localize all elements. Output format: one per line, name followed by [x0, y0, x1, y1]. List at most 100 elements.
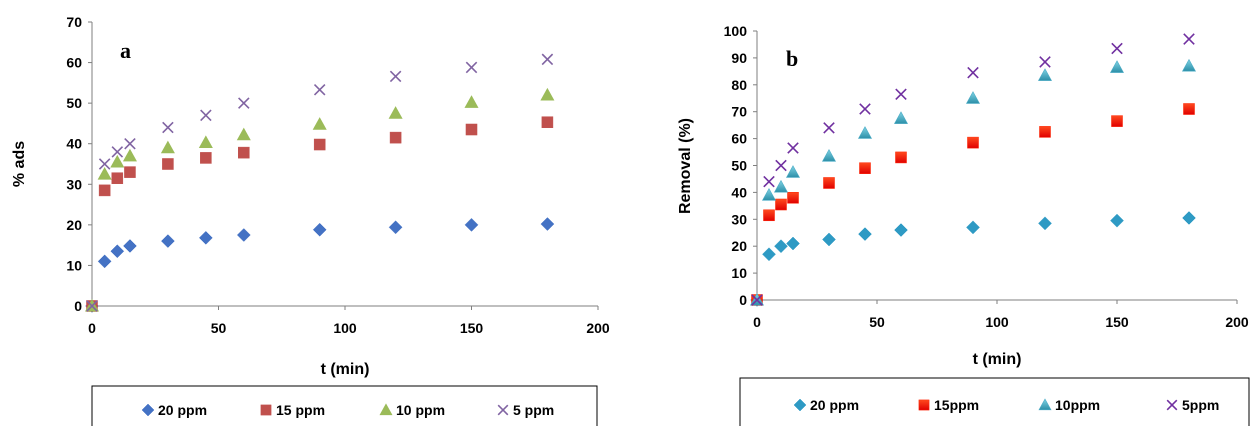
data-point-5-ppm	[238, 97, 250, 109]
y-tick-label: 40	[66, 136, 82, 152]
legend-item-15ppm: 15ppm	[918, 397, 979, 413]
data-point-15ppm	[1183, 103, 1195, 115]
data-point-5-ppm	[313, 83, 326, 96]
y-tick-label: 40	[731, 184, 747, 200]
panel-b-y-axis-title: Removal (%)	[677, 118, 694, 214]
legend-marker-20-ppm	[141, 403, 155, 417]
data-point-20-ppm	[1110, 213, 1124, 228]
data-point-20-ppm	[894, 223, 908, 237]
data-point-20-ppm	[312, 222, 327, 237]
data-point-10ppm	[965, 91, 981, 104]
y-tick-label: 0	[74, 298, 82, 314]
data-point-10-ppm	[236, 127, 251, 141]
data-point-10-ppm	[110, 154, 125, 168]
data-point-5-ppm	[541, 53, 554, 66]
x-tick-label: 150	[1105, 314, 1129, 330]
series-20-ppm	[750, 211, 1196, 307]
data-point-20-ppm	[786, 236, 800, 251]
series-20-ppm	[85, 217, 555, 313]
data-point-5ppm	[751, 294, 763, 306]
panel-b-legend-box	[739, 377, 1250, 426]
data-point-10-ppm	[122, 148, 137, 162]
legend-label: 5ppm	[1182, 397, 1219, 413]
data-point-15-ppm	[98, 184, 111, 197]
data-point-5-ppm	[98, 158, 111, 170]
data-point-5-ppm	[124, 137, 136, 150]
y-tick-label: 70	[66, 14, 82, 30]
data-point-10-ppm	[198, 135, 213, 148]
panel-a-legend-box	[91, 385, 598, 426]
y-tick-label: 20	[66, 217, 82, 233]
legend-marker-5ppm	[1166, 399, 1178, 411]
data-point-10ppm	[785, 165, 801, 178]
x-tick-label: 100	[333, 320, 357, 336]
data-point-15-ppm	[313, 138, 326, 151]
series-15-ppm	[86, 116, 554, 312]
y-tick-label: 0	[739, 292, 747, 308]
legend-marker-5-ppm	[497, 404, 509, 416]
panel-a-x-axis-title: t (min)	[321, 361, 370, 378]
data-point-15-ppm	[389, 131, 402, 144]
data-point-20-ppm	[822, 232, 836, 247]
data-point-15ppm	[763, 209, 775, 222]
series-10ppm	[749, 58, 1197, 306]
data-point-20-ppm	[762, 247, 776, 262]
data-point-15-ppm	[541, 116, 554, 128]
legend-item-15-ppm: 15 ppm	[260, 402, 325, 418]
data-point-20-ppm	[540, 217, 555, 231]
data-point-20-ppm	[1182, 211, 1196, 225]
data-point-10-ppm	[540, 87, 555, 101]
y-tick-label: 60	[66, 55, 82, 71]
panel-a-label: a	[120, 38, 131, 63]
data-point-15ppm	[1039, 126, 1051, 138]
data-point-5-ppm	[389, 70, 402, 83]
legend-item-20-ppm: 20 ppm	[141, 402, 207, 418]
legend-marker-20-ppm	[793, 398, 807, 412]
legend-marker-15ppm	[918, 399, 930, 411]
x-tick-label: 50	[869, 314, 885, 330]
data-point-15-ppm	[162, 158, 174, 170]
data-point-20-ppm	[858, 227, 872, 241]
data-point-5-ppm	[200, 109, 212, 122]
series-15ppm	[751, 103, 1195, 306]
data-point-10-ppm	[160, 140, 175, 154]
data-point-15ppm	[967, 136, 979, 149]
legend-label: 10 ppm	[396, 402, 445, 418]
panel-b-label: b	[786, 46, 798, 71]
panel-a-y-axis-title: % ads	[11, 141, 28, 187]
series-5-ppm	[86, 53, 554, 312]
chart-panel-b: b 0 10 20 30 40 50 60 70 80 90 100 0 50 100 150 200 Re…	[677, 23, 1250, 426]
chart-panel-a: a 0 10 20 30 40 50 60 70 0 50 100 150 200 % ads t (…	[11, 14, 610, 426]
data-point-15ppm	[787, 192, 799, 204]
legend-marker-10ppm	[1038, 398, 1052, 411]
data-point-5-ppm	[465, 61, 478, 74]
legend-label: 20 ppm	[158, 402, 207, 418]
data-point-10ppm	[821, 148, 837, 162]
y-tick-label: 20	[731, 238, 747, 254]
y-tick-label: 80	[731, 77, 747, 93]
data-point-15-ppm	[200, 152, 212, 164]
y-tick-label: 10	[66, 257, 82, 273]
data-point-10-ppm	[312, 117, 327, 130]
data-point-20-ppm	[123, 239, 137, 253]
data-point-10ppm	[1181, 58, 1197, 72]
y-tick-label: 30	[731, 211, 747, 227]
data-point-5ppm	[1039, 56, 1051, 68]
y-tick-label: 90	[731, 50, 747, 66]
x-tick-label: 50	[211, 320, 227, 336]
data-point-20-ppm	[161, 234, 175, 248]
data-point-5ppm	[787, 142, 799, 154]
data-point-15ppm	[895, 151, 907, 164]
x-tick-label: 150	[460, 320, 484, 336]
x-tick-label: 200	[1225, 314, 1249, 330]
legend-item-10-ppm: 10 ppm	[379, 402, 445, 418]
y-tick-label: 50	[731, 158, 747, 174]
data-point-10ppm	[857, 126, 873, 139]
data-point-5ppm	[967, 66, 979, 79]
data-point-10-ppm	[464, 95, 479, 108]
data-point-20-ppm	[774, 239, 788, 254]
x-tick-label: 200	[586, 320, 610, 336]
x-tick-label: 0	[753, 314, 761, 330]
legend-label: 10ppm	[1055, 397, 1100, 413]
data-point-10-ppm	[388, 106, 403, 119]
